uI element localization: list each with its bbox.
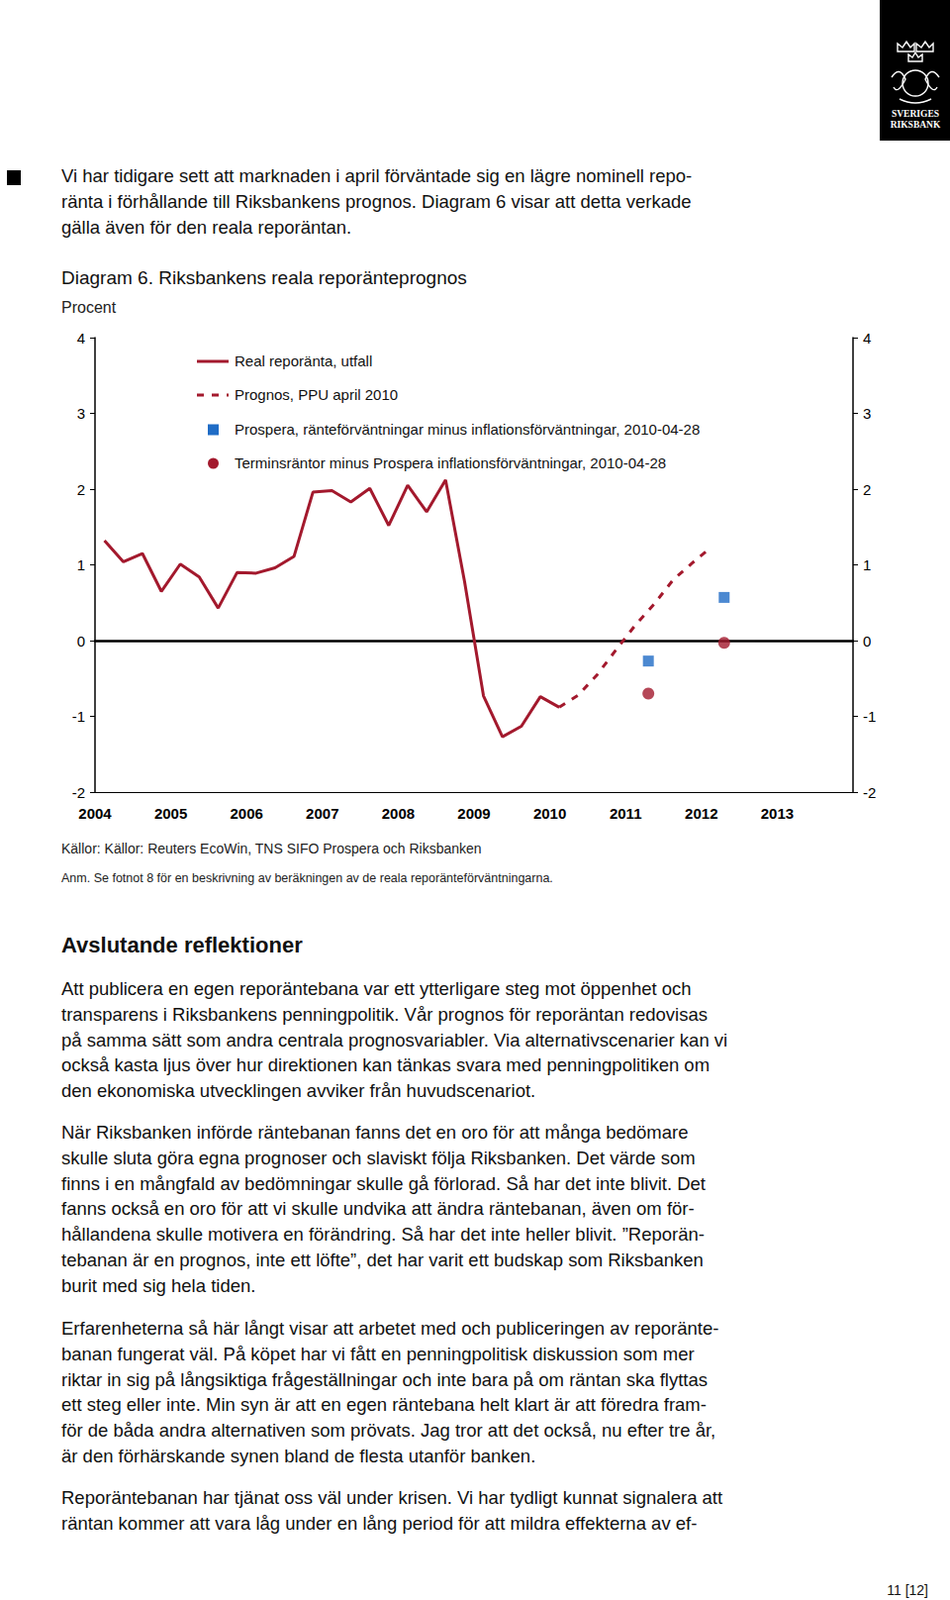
html-text:räntan kommer att vara låg und: räntan kommer att vara låg under en lång… [61,1511,698,1533]
svg-text:3: 3 [862,404,871,422]
svg-text:2: 2 [77,480,86,498]
html-text:11 [12]: 11 [12] [886,1581,929,1598]
svg-text:2011: 2011 [609,804,643,822]
svg-text:2013: 2013 [760,804,794,822]
html-text:transparens i Riksbankens penn: transparens i Riksbankens penningpolitik… [61,1003,708,1025]
html-text:burit med sig hela tiden.: burit med sig hela tiden. [61,1274,256,1296]
svg-text:1: 1 [862,556,871,573]
svg-text:2: 2 [862,480,871,498]
html-text:fanns också en oro för att vi: fanns också en oro för att vi skulle und… [61,1197,695,1219]
html-text:Reporäntebanan har tjänat oss: Reporäntebanan har tjänat oss väl under … [61,1486,723,1508]
svg-text:SVERIGES: SVERIGES [891,108,940,119]
html-text:den ekonomiska utvecklingen av: den ekonomiska utvecklingen avviker från… [61,1079,536,1101]
svg-text:-2: -2 [72,783,86,801]
html-text:Att publicera en egen reporänt: Att publicera en egen reporäntebana var … [61,977,692,999]
html-text:gälla även för den reala repor: gälla även för den reala reporäntan. [61,216,352,238]
html-text:också kasta ljus över hur dire: också kasta ljus över hur direktionen ka… [61,1054,710,1076]
html-text:på samma sätt som andra centra: på samma sätt som andra centrala prognos… [61,1028,728,1050]
html-text:hållandena skulle motivera en: hållandena skulle motivera en förändring… [61,1223,705,1245]
svg-text:2004: 2004 [78,804,112,822]
html-text:Anm. Se fotnot 8 för en beskri: Anm. Se fotnot 8 för en beskrivning av b… [61,870,553,885]
html-text:Real reporänta, utfall: Real reporänta, utfall [234,352,373,370]
html-text:ränta i förhållande till Riksb: ränta i förhållande till Riksbankens pro… [61,190,692,212]
svg-text:-2: -2 [862,783,876,801]
svg-text:2007: 2007 [305,804,339,822]
svg-text:-1: -1 [862,707,876,725]
html-text:Avslutande reflektioner: Avslutande reflektioner [61,932,303,957]
html-text:Procent: Procent [61,298,116,316]
html-text:finns i en mångfald av bedömni: finns i en mångfald av bedömningar skull… [61,1172,706,1194]
svg-text:-1: -1 [72,707,86,725]
html-text:är den förhärskande synen blan: är den förhärskande synen bland de flest… [61,1444,536,1466]
svg-text:1: 1 [77,556,86,573]
html-text:banan fungerat väl. På köpet h: banan fungerat väl. På köpet har vi fått… [61,1342,695,1364]
svg-text:2012: 2012 [684,804,718,822]
html-text:tebanan är en prognos, inte et: tebanan är en prognos, inte ett löfte”, … [61,1248,704,1270]
svg-text:2006: 2006 [230,804,264,822]
html-text:skulle sluta göra egna prognos: skulle sluta göra egna prognoser och sla… [61,1146,696,1168]
html-text:riktar in sig på långsiktiga f: riktar in sig på långsiktiga frågeställn… [61,1368,708,1389]
svg-text:4: 4 [77,329,86,347]
html-text:Erfarenheterna så här långt vi: Erfarenheterna så här långt visar att ar… [61,1317,719,1338]
svg-text:2009: 2009 [457,804,490,822]
html-text:Prospera, ränteförväntningar m: Prospera, ränteförväntningar minus infla… [234,420,700,437]
html-text:ett steg eller inte. Min syn ä: ett steg eller inte. Min syn är att en e… [61,1393,707,1415]
svg-text:2010: 2010 [533,804,567,822]
svg-text:3: 3 [77,404,86,422]
svg-text:2008: 2008 [381,804,415,822]
html-text:Terminsräntor minus Prospera i: Terminsräntor minus Prospera inflationsf… [234,454,667,471]
html-text:Vi har tidigare sett att markn: Vi har tidigare sett att marknaden i apr… [61,165,692,187]
html-text:Prognos, PPU april 2010: Prognos, PPU april 2010 [234,386,398,404]
svg-text:0: 0 [77,632,86,650]
svg-text:0: 0 [862,632,871,650]
svg-text:4: 4 [862,329,871,347]
html-text:Diagram 6. Riksbankens reala r: Diagram 6. Riksbankens reala reporäntepr… [61,267,467,288]
html-text:Källor: Källor: Reuters EcoWin: Källor: Källor: Reuters EcoWin, TNS SIFO… [61,840,482,856]
html-text:När Riksbanken införde ränteba: När Riksbanken införde räntebanan fanns … [61,1121,689,1142]
svg-text:RIKSBANK: RIKSBANK [890,119,942,130]
svg-text:2005: 2005 [154,804,188,822]
html-text:för de båda andra alternativen: för de båda andra alternativen som pröva… [61,1419,716,1441]
